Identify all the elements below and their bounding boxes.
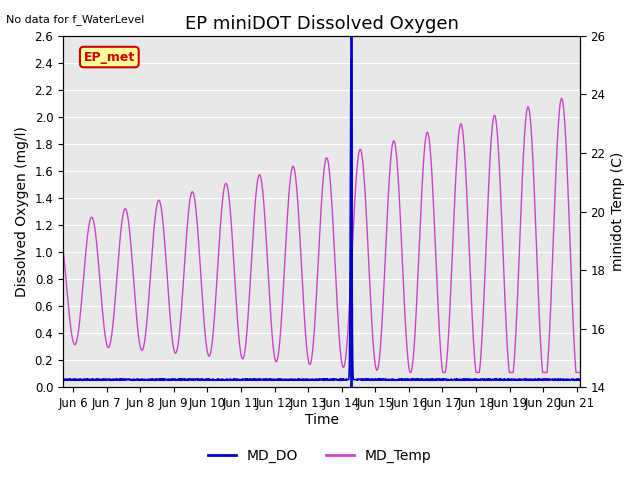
Y-axis label: Dissolved Oxygen (mg/l): Dissolved Oxygen (mg/l): [15, 126, 29, 297]
X-axis label: Time: Time: [305, 413, 339, 427]
Legend: MD_DO, MD_Temp: MD_DO, MD_Temp: [203, 443, 437, 468]
Text: EP_met: EP_met: [84, 50, 135, 63]
Y-axis label: minidot Temp (C): minidot Temp (C): [611, 152, 625, 271]
Text: No data for f_WaterLevel: No data for f_WaterLevel: [6, 14, 145, 25]
Title: EP miniDOT Dissolved Oxygen: EP miniDOT Dissolved Oxygen: [184, 15, 458, 33]
